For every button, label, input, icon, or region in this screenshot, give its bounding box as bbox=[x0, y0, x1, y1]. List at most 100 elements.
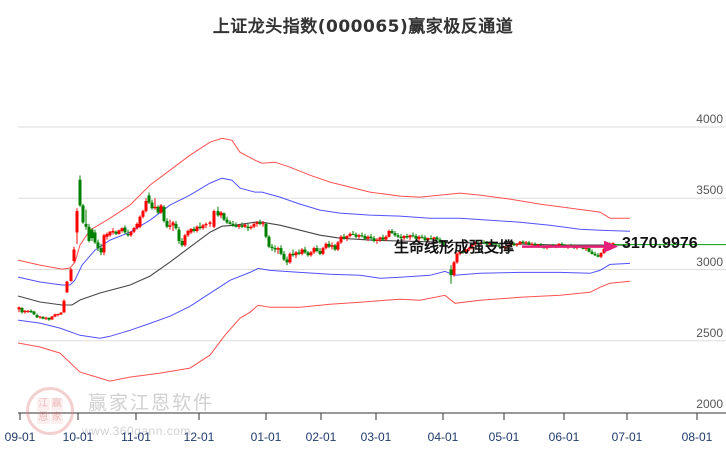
support-line bbox=[522, 240, 726, 253]
candle-down bbox=[297, 252, 301, 254]
inner-lower-band-line bbox=[17, 262, 631, 339]
candle-up bbox=[515, 244, 519, 246]
candle-down bbox=[438, 239, 442, 243]
candle-down bbox=[461, 251, 465, 253]
candle-down bbox=[587, 248, 591, 252]
candle-down bbox=[198, 226, 202, 229]
watermark-logo-icon: 江 赢 恩 家 bbox=[26, 387, 74, 435]
candle-down bbox=[174, 223, 178, 229]
candle-up bbox=[417, 236, 421, 239]
candle-up bbox=[183, 235, 187, 246]
candle-down bbox=[81, 205, 85, 223]
candle-up bbox=[111, 231, 115, 233]
candle-down bbox=[363, 236, 367, 239]
candle-up bbox=[599, 253, 603, 257]
candle-down bbox=[273, 248, 277, 250]
candle-down bbox=[494, 244, 498, 246]
candle-down bbox=[90, 229, 94, 239]
candle-up bbox=[300, 249, 304, 254]
candle-down bbox=[267, 236, 271, 247]
candle-down bbox=[147, 195, 151, 203]
candle-up bbox=[44, 317, 48, 319]
candle-down bbox=[225, 219, 229, 223]
candle-down bbox=[497, 245, 501, 247]
candle-down bbox=[441, 242, 445, 246]
x-tick-label: 10-01 bbox=[62, 430, 94, 444]
candle-down bbox=[35, 315, 39, 318]
candle-down bbox=[29, 310, 33, 313]
candle-up bbox=[348, 233, 352, 237]
x-tick-label: 04-01 bbox=[427, 430, 459, 444]
y-tick-label: 3000 bbox=[696, 254, 723, 269]
candle-down bbox=[521, 241, 525, 244]
candle-down bbox=[240, 225, 244, 227]
candle-up bbox=[171, 222, 175, 226]
candle-down bbox=[429, 238, 433, 240]
candle-up bbox=[65, 281, 69, 293]
candle-down bbox=[593, 253, 597, 256]
candle-up bbox=[38, 316, 42, 318]
candle-up bbox=[201, 225, 205, 229]
candle-down bbox=[228, 222, 232, 224]
candle-down bbox=[96, 242, 100, 249]
candle-down bbox=[165, 221, 169, 227]
candle-down bbox=[360, 235, 364, 237]
candle-down bbox=[222, 213, 226, 220]
candle-up bbox=[324, 243, 328, 249]
candle-down bbox=[47, 317, 51, 320]
candle-down bbox=[306, 252, 310, 256]
candle-up bbox=[584, 248, 588, 250]
candle-up bbox=[473, 243, 477, 245]
candle-down bbox=[333, 245, 337, 250]
candle-up bbox=[237, 225, 241, 227]
candle-down bbox=[354, 234, 358, 237]
candle-down bbox=[396, 235, 400, 237]
candle-up bbox=[204, 223, 208, 226]
candle-down bbox=[264, 223, 268, 237]
candle-up bbox=[75, 211, 79, 233]
candle-up bbox=[408, 235, 412, 238]
candle-down bbox=[270, 246, 274, 249]
candle-down bbox=[99, 248, 103, 253]
x-axis bbox=[18, 412, 726, 420]
candle-down bbox=[180, 241, 184, 246]
candle-up bbox=[208, 222, 212, 224]
watermark-logo-char: 家 bbox=[50, 411, 63, 424]
candle-down bbox=[20, 307, 24, 313]
candle-up bbox=[117, 230, 121, 234]
candle-down bbox=[560, 243, 564, 246]
candle-up bbox=[132, 228, 136, 232]
candle-up bbox=[294, 252, 298, 256]
candle-up bbox=[384, 236, 388, 240]
candle-up bbox=[26, 310, 30, 312]
watermark-text: 赢家江恩软件 bbox=[88, 392, 215, 414]
candle-down bbox=[291, 253, 295, 256]
candle-up bbox=[288, 253, 292, 263]
candle-down bbox=[87, 226, 91, 241]
channel-bands bbox=[17, 137, 631, 382]
x-tick-label: 03-01 bbox=[360, 430, 392, 444]
candle-up bbox=[212, 211, 216, 227]
candle-up bbox=[255, 222, 259, 224]
candle-up bbox=[336, 242, 340, 250]
x-tick-label: 12-01 bbox=[183, 430, 215, 444]
candle-down bbox=[351, 233, 355, 235]
candle-down bbox=[126, 233, 130, 236]
candle-down bbox=[369, 236, 373, 239]
candle-down bbox=[414, 236, 418, 239]
candle-down bbox=[279, 248, 283, 254]
y-tick-label: 4000 bbox=[696, 112, 723, 126]
candle-down bbox=[246, 226, 250, 229]
y-tick-label: 2000 bbox=[696, 397, 723, 411]
candle-up bbox=[470, 244, 474, 249]
candle-down bbox=[533, 243, 537, 246]
candle-up bbox=[426, 238, 430, 241]
candle-up bbox=[488, 243, 492, 245]
candle-down bbox=[420, 236, 424, 238]
candle-down bbox=[485, 243, 489, 245]
candle-down bbox=[405, 236, 409, 238]
candle-down bbox=[32, 311, 36, 315]
support-annotation: 生命线形成强支撑 bbox=[394, 238, 515, 256]
candle-down bbox=[315, 248, 319, 251]
watermark-logo-char: 赢 bbox=[50, 398, 63, 411]
